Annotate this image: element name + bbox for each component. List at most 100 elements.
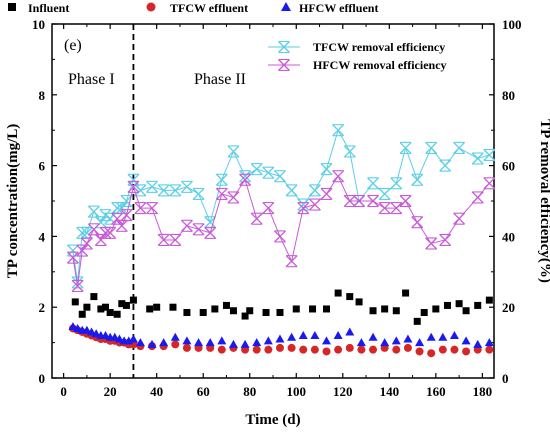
x-tick-label: 80 bbox=[243, 384, 256, 399]
influent-point bbox=[323, 305, 331, 313]
marker-stroke bbox=[239, 170, 252, 183]
hfcw-effluent-point bbox=[147, 339, 157, 348]
hfcw-effluent-point bbox=[310, 331, 320, 340]
influent-point bbox=[402, 289, 410, 297]
y-left-axis-title: TP concentration(mg/L) bbox=[5, 124, 21, 279]
hfcw-effluent-point bbox=[415, 338, 425, 347]
removal-point-tfcw bbox=[146, 180, 158, 193]
y-left-axis: 0 2 4 6 8 10 bbox=[32, 17, 57, 386]
hfcw-effluent-point bbox=[275, 334, 285, 343]
marker-stroke bbox=[378, 202, 391, 215]
removal-point-hfcw bbox=[169, 233, 182, 246]
marker-stroke bbox=[180, 219, 193, 232]
hfcw-effluent-point bbox=[252, 338, 262, 347]
tfcw-effluent-point bbox=[264, 345, 273, 354]
removal-point-tfcw bbox=[411, 173, 424, 186]
hfcw-effluent-point bbox=[473, 339, 483, 348]
legend-hfcw-removal-label: HFCW removal efficiency bbox=[313, 58, 447, 72]
removal-point-tfcw bbox=[134, 184, 147, 197]
y-left-tick-label: 6 bbox=[39, 159, 46, 174]
removal-point-tfcw bbox=[262, 166, 275, 179]
legend-cross bbox=[278, 40, 290, 54]
x-tick-label: 100 bbox=[287, 384, 307, 399]
hfcw-effluent-point bbox=[380, 338, 390, 347]
marker-stroke bbox=[111, 202, 124, 215]
top-legend: Influent TFCW effluent HFCW effluent bbox=[8, 1, 378, 15]
marker-stroke bbox=[104, 226, 117, 239]
phase-2-label: Phase II bbox=[194, 71, 246, 88]
marker-stroke bbox=[227, 145, 240, 158]
removal-point-tfcw bbox=[157, 184, 170, 197]
removal-point-hfcw bbox=[483, 177, 496, 190]
hfcw-effluent-point bbox=[322, 336, 332, 345]
marker-stroke bbox=[80, 226, 93, 239]
tfcw-effluent-point bbox=[275, 343, 284, 352]
influent-point bbox=[455, 300, 463, 308]
marker-stroke bbox=[169, 233, 182, 246]
removal-point-hfcw bbox=[76, 244, 89, 257]
legend-influent-marker bbox=[8, 3, 16, 11]
removal-point-hfcw bbox=[353, 194, 366, 208]
legend-hfcw-effluent-marker bbox=[281, 2, 291, 11]
marker-stroke bbox=[425, 237, 438, 250]
removal-point-hfcw bbox=[239, 173, 252, 186]
marker-stroke bbox=[94, 233, 107, 246]
marker-stroke bbox=[250, 163, 263, 176]
tfcw-effluent-point bbox=[287, 343, 296, 352]
influent-point bbox=[153, 303, 161, 311]
x-axis: 0 20 40 60 80 100 120 140 160 180 bbox=[60, 24, 492, 399]
influent-point bbox=[262, 309, 270, 317]
x-tick-label: 180 bbox=[473, 384, 493, 399]
tfcw-effluent-point bbox=[252, 345, 261, 354]
plot-frame bbox=[51, 23, 495, 379]
hfcw-effluent-point bbox=[287, 332, 297, 341]
marker-stroke bbox=[320, 163, 333, 176]
tfcw-effluent-point bbox=[427, 349, 436, 358]
marker-stroke bbox=[134, 202, 147, 215]
hfcw-effluent-point bbox=[426, 332, 436, 341]
marker-stroke bbox=[399, 141, 412, 154]
hfcw-effluent-point bbox=[298, 331, 308, 340]
influent-point bbox=[102, 303, 110, 311]
tfcw-effluent-point bbox=[415, 347, 424, 356]
influent-point bbox=[211, 305, 219, 313]
removal-point-tfcw bbox=[169, 184, 182, 197]
influent-point bbox=[276, 309, 284, 317]
removal-point-hfcw bbox=[378, 202, 391, 215]
marker-stroke bbox=[439, 159, 452, 172]
hfcw-effluent-point bbox=[87, 327, 97, 336]
hfcw-effluent-point bbox=[368, 332, 378, 341]
removal-point-hfcw bbox=[297, 202, 310, 215]
marker-stroke bbox=[192, 223, 205, 236]
marker-stroke bbox=[378, 187, 391, 200]
marker-stroke bbox=[453, 212, 466, 225]
removal-point-hfcw bbox=[425, 237, 438, 250]
tfcw-effluent-point bbox=[357, 345, 366, 354]
marker-stroke bbox=[76, 244, 89, 257]
tfcw-effluent-point bbox=[171, 340, 180, 349]
hfcw-effluent-point bbox=[438, 332, 448, 341]
x-tick-label: 20 bbox=[104, 384, 117, 399]
x-tick-label: 120 bbox=[333, 384, 353, 399]
legend-tfcw-removal-label: TFCW removal efficiency bbox=[313, 40, 445, 54]
y-right-axis-title: TP removal efficiency(%) bbox=[537, 119, 550, 283]
removal-point-tfcw bbox=[308, 184, 321, 197]
removal-point-hfcw bbox=[274, 230, 286, 243]
influent-point bbox=[241, 312, 249, 320]
phase-1-label: Phase I bbox=[68, 71, 115, 88]
influent-point bbox=[292, 305, 300, 313]
influent-point bbox=[199, 309, 207, 317]
hfcw-effluent-point bbox=[461, 336, 471, 345]
removal-point-hfcw bbox=[94, 233, 107, 246]
marker-stroke bbox=[146, 180, 158, 193]
marker-stroke bbox=[320, 187, 333, 200]
influent-point bbox=[381, 305, 389, 313]
removal-point-tfcw bbox=[425, 141, 438, 154]
marker-stroke bbox=[471, 152, 484, 165]
marker-stroke bbox=[192, 187, 205, 200]
y-left-tick-label: 4 bbox=[39, 229, 46, 244]
marker-stroke bbox=[66, 251, 79, 264]
removal-point-tfcw bbox=[215, 173, 228, 186]
removal-point-hfcw bbox=[262, 202, 275, 215]
hfcw-effluent-point bbox=[205, 338, 215, 347]
